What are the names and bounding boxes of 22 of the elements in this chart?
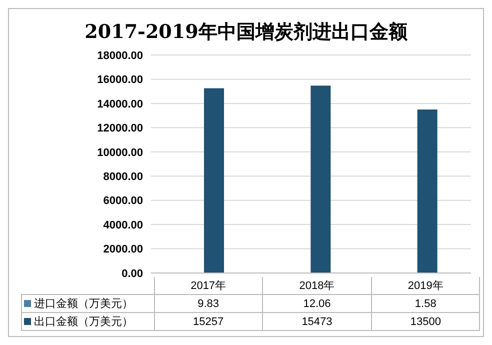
data-label: 12.06 (262, 294, 372, 312)
y-tick-label: 18000.00 (97, 50, 143, 62)
y-tick-label: 2000.00 (103, 244, 143, 256)
y-tick-label: 6000.00 (103, 195, 143, 208)
x-tick-label: 2019年 (371, 277, 480, 294)
y-tick-label: 14000.00 (97, 98, 143, 110)
chart-title: 2017-2019年中国增炭剂进出口金额 (84, 20, 408, 45)
y-tick-label: 10000.00 (97, 146, 143, 159)
data-label: 1.58 (371, 294, 480, 312)
data-label: 15473 (262, 312, 372, 330)
y-tick-label: 16000.00 (97, 74, 143, 86)
x-tick-label: 2018年 (262, 277, 372, 294)
y-tick-label: 8000.00 (103, 171, 143, 184)
legend-label: 进口金额（万美元） (22, 294, 154, 312)
y-tick-label: 4000.00 (103, 219, 143, 232)
y-tick-label: 0.00 (122, 268, 143, 280)
x-tick-label: 2017年 (154, 277, 263, 294)
data-label: 15257 (154, 312, 263, 330)
data-label: 9.83 (154, 294, 263, 312)
data-label: 13500 (371, 312, 480, 330)
y-tick-label: 12000.00 (97, 122, 143, 135)
legend-label: 出口金额（万美元） (22, 312, 154, 330)
